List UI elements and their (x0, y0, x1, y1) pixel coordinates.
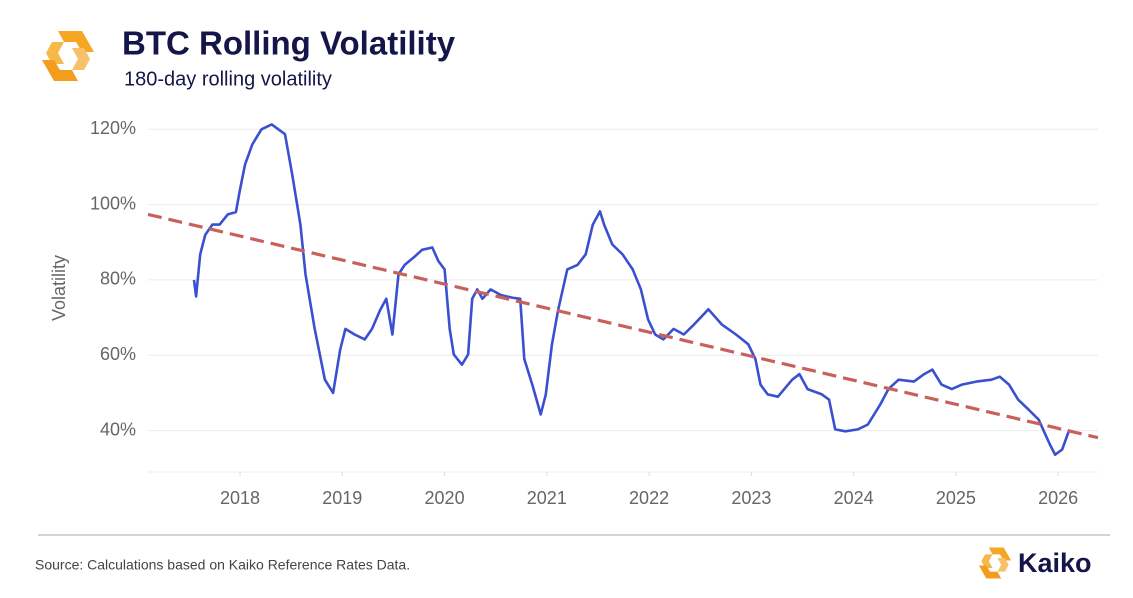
chart-subtitle: 180-day rolling volatility (124, 68, 332, 90)
y-tick-label: 40% (100, 419, 136, 439)
x-tick-label: 2018 (220, 488, 260, 508)
x-tick-label: 2025 (936, 488, 976, 508)
brand-name: Kaiko (1018, 548, 1092, 578)
trend-line (147, 212, 1099, 440)
y-axis-label: Volatility (49, 255, 69, 321)
x-tick-label: 2026 (1038, 488, 1078, 508)
brand-logo (978, 547, 1012, 579)
volatility-line (192, 123, 1071, 456)
x-tick-label: 2022 (629, 488, 669, 508)
x-tick-label: 2023 (731, 488, 771, 508)
y-tick-label: 80% (100, 269, 136, 289)
chart-title: BTC Rolling Volatility (122, 25, 456, 62)
x-tick-label: 2024 (834, 488, 874, 508)
logo (42, 31, 94, 81)
y-tick-label: 100% (90, 193, 136, 213)
y-tick-label: 120% (90, 118, 136, 138)
y-tick-label: 60% (100, 344, 136, 364)
x-tick-label: 2021 (527, 488, 567, 508)
x-tick-label: 2020 (425, 488, 465, 508)
source-note: Source: Calculations based on Kaiko Refe… (35, 557, 410, 573)
x-tick-label: 2019 (322, 488, 362, 508)
